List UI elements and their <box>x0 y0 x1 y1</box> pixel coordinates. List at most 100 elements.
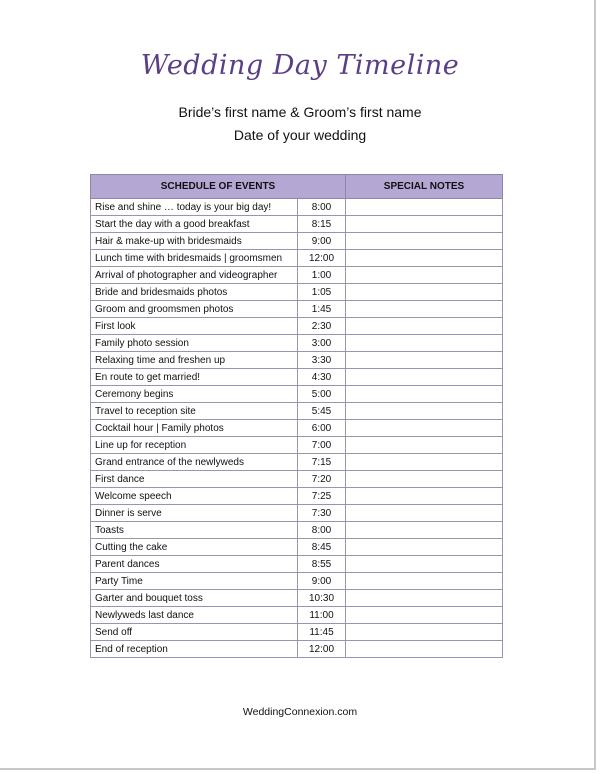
event-cell: Grand entrance of the newlyweds <box>90 453 298 471</box>
event-cell: Hair & make-up with bridesmaids <box>90 232 298 250</box>
time-cell: 10:30 <box>297 589 346 607</box>
notes-cell <box>345 589 503 607</box>
notes-cell <box>345 623 503 641</box>
notes-cell <box>345 470 503 488</box>
column-header: SCHEDULE OF EVENTS <box>90 174 346 199</box>
table-row: Garter and bouquet toss 10:30 <box>90 589 503 607</box>
table-row: Arrival of photographer and videographer… <box>90 266 503 284</box>
time-cell: 4:30 <box>297 368 346 386</box>
notes-cell <box>345 402 503 420</box>
table-row: Travel to reception site 5:45 <box>90 402 503 420</box>
table-row: Dinner is serve 7:30 <box>90 504 503 522</box>
notes-cell <box>345 555 503 573</box>
time-cell: 8:00 <box>297 521 346 539</box>
event-cell: Party Time <box>90 572 298 590</box>
table-row: Family photo session 3:00 <box>90 334 503 352</box>
notes-cell <box>345 317 503 335</box>
notes-cell <box>345 215 503 233</box>
table-row: Send off 11:45 <box>90 623 503 641</box>
event-cell: Start the day with a good breakfast <box>90 215 298 233</box>
event-cell: Newlyweds last dance <box>90 606 298 624</box>
table-row: Newlyweds last dance 11:00 <box>90 606 503 624</box>
notes-cell <box>345 385 503 403</box>
time-cell: 7:20 <box>297 470 346 488</box>
notes-cell <box>345 334 503 352</box>
timeline-table: SCHEDULE OF EVENTS SPECIAL NOTES Rise an… <box>90 174 503 658</box>
table-row: Grand entrance of the newlyweds 7:15 <box>90 453 503 471</box>
time-cell: 8:15 <box>297 215 346 233</box>
event-cell: End of reception <box>90 640 298 658</box>
time-cell: 8:45 <box>297 538 346 556</box>
table-row: First dance 7:20 <box>90 470 503 488</box>
time-cell: 11:00 <box>297 606 346 624</box>
table-row: Parent dances 8:55 <box>90 555 503 573</box>
time-cell: 8:00 <box>297 198 346 216</box>
event-cell: Cutting the cake <box>90 538 298 556</box>
notes-cell <box>345 538 503 556</box>
notes-cell <box>345 504 503 522</box>
event-cell: Garter and bouquet toss <box>90 589 298 607</box>
event-cell: Travel to reception site <box>90 402 298 420</box>
notes-cell <box>345 283 503 301</box>
time-cell: 8:55 <box>297 555 346 573</box>
table-row: Start the day with a good breakfast 8:15 <box>90 215 503 233</box>
event-cell: Parent dances <box>90 555 298 573</box>
time-cell: 7:30 <box>297 504 346 522</box>
time-cell: 9:00 <box>297 232 346 250</box>
time-cell: 12:00 <box>297 249 346 267</box>
notes-cell <box>345 300 503 318</box>
table-row: End of reception 12:00 <box>90 640 503 658</box>
table-row: Welcome speech 7:25 <box>90 487 503 505</box>
notes-cell <box>345 436 503 454</box>
event-cell: Toasts <box>90 521 298 539</box>
table-row: Lunch time with bridesmaids | groomsmen 1… <box>90 249 503 267</box>
event-cell: Lunch time with bridesmaids | groomsmen <box>90 249 298 267</box>
notes-cell <box>345 487 503 505</box>
event-cell: En route to get married! <box>90 368 298 386</box>
table-row: Line up for reception 7:00 <box>90 436 503 454</box>
event-cell: Rise and shine … today is your big day! <box>90 198 298 216</box>
notes-cell <box>345 232 503 250</box>
table-row: First look 2:30 <box>90 317 503 335</box>
notes-cell <box>345 198 503 216</box>
time-cell: 7:15 <box>297 453 346 471</box>
time-cell: 3:00 <box>297 334 346 352</box>
notes-cell <box>345 453 503 471</box>
table-row: Bride and bridesmaids photos 1:05 <box>90 283 503 301</box>
time-cell: 1:05 <box>297 283 346 301</box>
time-cell: 5:00 <box>297 385 346 403</box>
time-cell: 1:00 <box>297 266 346 284</box>
footer: WeddingConnexion.com <box>242 706 358 718</box>
title: Wedding Day Timeline <box>140 50 460 81</box>
header-row: SCHEDULE OF EVENTS SPECIAL NOTES <box>90 174 503 199</box>
time-cell: 6:00 <box>297 419 346 437</box>
table-row: Ceremony begins 5:00 <box>90 385 503 403</box>
table-row: Toasts 8:00 <box>90 521 503 539</box>
notes-cell <box>345 249 503 267</box>
time-cell: 2:30 <box>297 317 346 335</box>
notes-cell <box>345 419 503 437</box>
time-cell: 7:00 <box>297 436 346 454</box>
time-cell: 9:00 <box>297 572 346 590</box>
table-body: Rise and shine … today is your big day! 8… <box>90 198 503 658</box>
notes-cell <box>345 351 503 369</box>
table-row: Cutting the cake 8:45 <box>90 538 503 556</box>
event-cell: First dance <box>90 470 298 488</box>
couple-names: Bride’s first name & Groom’s first name <box>178 104 422 120</box>
table-row: Party Time 9:00 <box>90 572 503 590</box>
notes-cell <box>345 572 503 590</box>
time-cell: 11:45 <box>297 623 346 641</box>
event-cell: Line up for reception <box>90 436 298 454</box>
event-cell: Groom and groomsmen photos <box>90 300 298 318</box>
event-cell: Cocktail hour | Family photos <box>90 419 298 437</box>
notes-cell <box>345 640 503 658</box>
notes-cell <box>345 266 503 284</box>
event-cell: Welcome speech <box>90 487 298 505</box>
table-row: Rise and shine … today is your big day! 8… <box>90 198 503 216</box>
event-cell: Dinner is serve <box>90 504 298 522</box>
event-cell: Send off <box>90 623 298 641</box>
event-cell: Bride and bridesmaids photos <box>90 283 298 301</box>
wedding-date: Date of your wedding <box>233 127 367 143</box>
